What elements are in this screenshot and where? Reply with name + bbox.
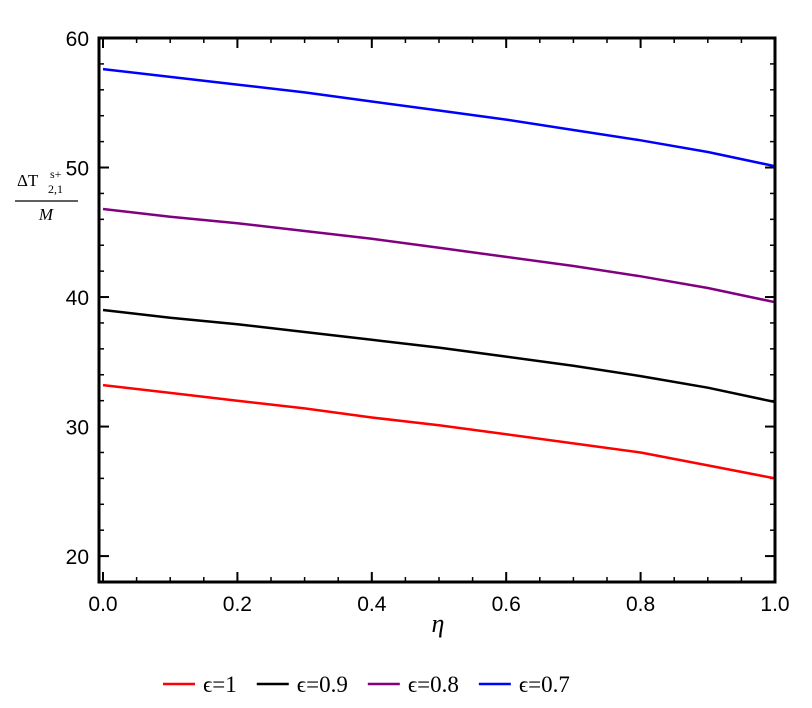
legend-item: ϵ=1 [163, 672, 237, 697]
major-ticks [99, 37, 776, 582]
plot-frame [97, 36, 777, 584]
legend-label: ϵ=0.7 [519, 672, 570, 697]
legend-item: ϵ=0.9 [256, 672, 348, 697]
x-tick-label: 0.6 [492, 593, 521, 616]
y-tick-label: 20 [66, 546, 89, 569]
minor-ticks [99, 37, 776, 583]
y-axis-label: ΔT s+ 2,1 M [15, 167, 78, 224]
y-label-subscript: 2,1 [48, 182, 63, 196]
legend-label: ϵ=0.9 [297, 672, 348, 697]
legend-label: ϵ=1 [203, 672, 237, 697]
legend-item: ϵ=0.8 [367, 672, 459, 697]
series-line-2 [102, 308, 776, 404]
series-line-4 [102, 67, 776, 168]
legend: ϵ=1 ϵ=0.9 ϵ=0.8 ϵ=0.7 [163, 672, 570, 697]
x-tick-label: 0.2 [223, 593, 252, 616]
y-tick-label: 40 [66, 287, 89, 310]
y-label-superscript: s+ [50, 167, 62, 181]
y-tick-label: 50 [66, 158, 89, 181]
x-tick-labels: 0.0 0.2 0.4 0.6 0.8 1.0 [88, 593, 789, 616]
y-tick-label: 60 [66, 28, 89, 51]
x-tick-label: 1.0 [760, 593, 789, 616]
x-tick-label: 0.4 [357, 593, 387, 616]
x-tick-label: 0.0 [88, 593, 117, 616]
y-tick-label: 30 [66, 417, 89, 440]
y-label-base: ΔT [17, 171, 39, 190]
y-tick-labels: 20 30 40 50 60 [66, 28, 89, 569]
series-line-1 [102, 383, 776, 480]
x-axis-label: η [432, 609, 445, 638]
legend-item: ϵ=0.7 [478, 672, 570, 697]
legend-label: ϵ=0.8 [408, 672, 459, 697]
svg-text:ΔT: ΔT [17, 171, 39, 190]
series-layer [102, 67, 776, 480]
series-line-3 [102, 207, 776, 304]
y-label-denominator: M [38, 205, 54, 224]
x-tick-label: 0.8 [626, 593, 655, 616]
